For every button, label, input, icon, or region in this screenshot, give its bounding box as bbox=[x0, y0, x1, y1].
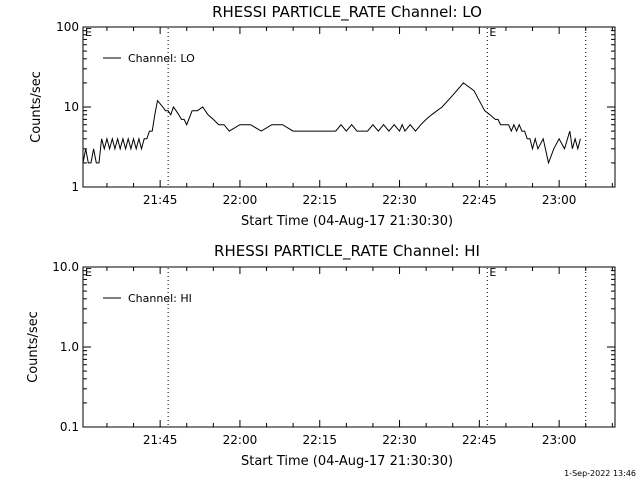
chart-title: RHESSI PARTICLE_RATE Channel: LO bbox=[212, 3, 482, 22]
y-tick-label: 1.0 bbox=[60, 340, 79, 354]
tick-layer: 1 10 100 21:45 22:00 22:15 22:30 22:45 23:00 bbox=[56, 20, 615, 207]
legend: Channel: LO bbox=[103, 52, 195, 65]
x-tick-label: 22:15 bbox=[302, 193, 337, 207]
series-layer bbox=[82, 82, 581, 165]
marker-layer: EE bbox=[85, 26, 587, 186]
series-line bbox=[82, 82, 581, 165]
x-tick-label: 23:00 bbox=[542, 193, 577, 207]
y-tick-label: 100 bbox=[56, 20, 79, 34]
x-axis-label: Start Time (04-Aug-17 21:30:30) bbox=[241, 454, 453, 469]
eclipse-marker-label: E bbox=[489, 26, 496, 39]
x-tick-label: 22:45 bbox=[462, 193, 497, 207]
legend-label: Channel: LO bbox=[128, 52, 195, 65]
x-tick-label: 21:45 bbox=[143, 193, 178, 207]
x-tick-label: 23:00 bbox=[542, 433, 577, 447]
chart-title: RHESSI PARTICLE_RATE Channel: HI bbox=[214, 242, 480, 261]
corner-mark-label: E bbox=[85, 26, 92, 39]
timestamp: 1-Sep-2022 13:46 bbox=[564, 469, 636, 478]
x-tick-label: 22:00 bbox=[223, 193, 258, 207]
y-tick-label: 10 bbox=[64, 100, 79, 114]
y-axis-label: Counts/sec bbox=[29, 71, 44, 143]
x-tick-label: 22:30 bbox=[382, 193, 417, 207]
eclipse-marker-label: E bbox=[489, 266, 496, 279]
corner-mark-label: E bbox=[85, 266, 92, 279]
y-axis-label: Counts/sec bbox=[26, 311, 41, 383]
y-tick-label: 10.0 bbox=[52, 260, 79, 274]
marker-layer: EE bbox=[85, 266, 587, 426]
y-tick-label: 0.1 bbox=[60, 420, 79, 434]
x-axis-label: Start Time (04-Aug-17 21:30:30) bbox=[241, 214, 453, 229]
x-tick-label: 22:00 bbox=[223, 433, 258, 447]
x-tick-label: 21:45 bbox=[143, 433, 178, 447]
legend: Channel: HI bbox=[103, 292, 192, 305]
x-tick-label: 22:15 bbox=[302, 433, 337, 447]
tick-layer: 0.1 1.0 10.0 21:45 22:00 22:15 22:30 22:45 23:00 bbox=[52, 260, 615, 447]
panel-lo: RHESSI PARTICLE_RATE Channel: LO Counts/… bbox=[29, 3, 616, 229]
y-tick-label: 1 bbox=[71, 180, 79, 194]
legend-label: Channel: HI bbox=[128, 292, 192, 305]
x-tick-label: 22:45 bbox=[462, 433, 497, 447]
x-tick-label: 22:30 bbox=[382, 433, 417, 447]
panel-hi: RHESSI PARTICLE_RATE Channel: HI Counts/… bbox=[26, 242, 616, 469]
plot-frame bbox=[82, 266, 616, 428]
